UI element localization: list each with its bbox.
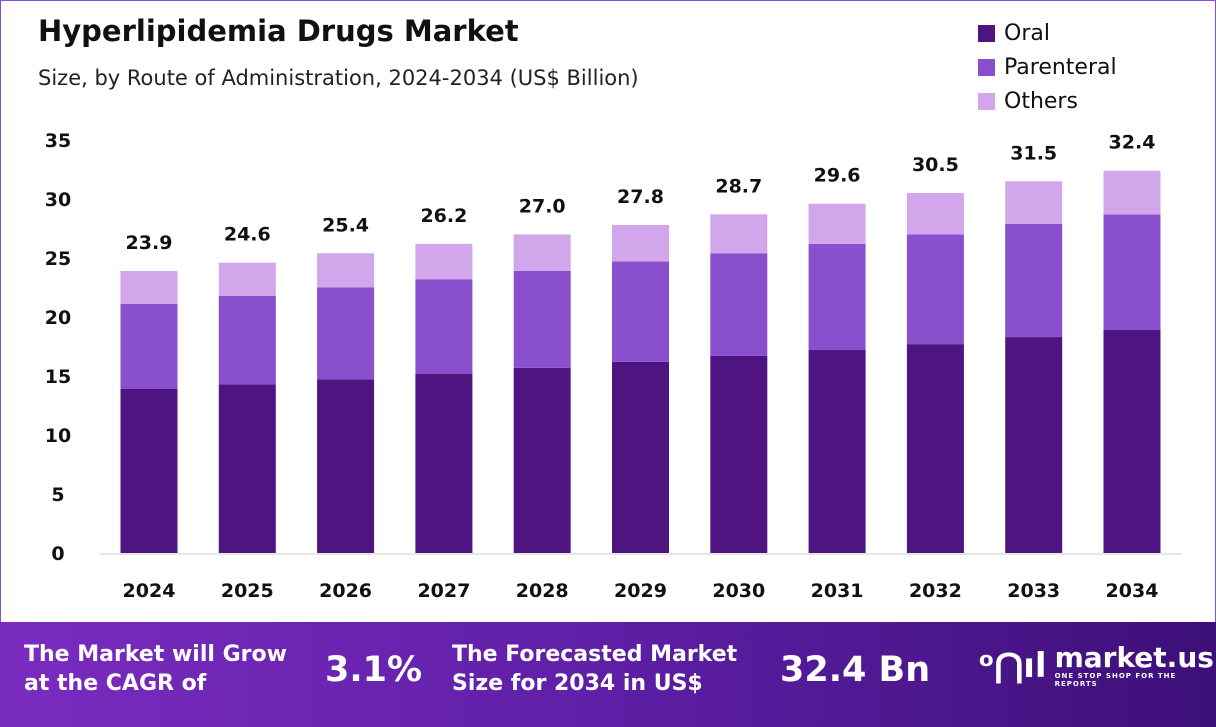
bar-segment-oral [415,373,473,553]
bar-segment-others [120,270,178,305]
legend-item-oral: Oral [978,16,1117,50]
data-label: 32.4 [1109,132,1156,154]
x-tick-label: 2034 [1106,580,1159,602]
x-tick-label: 2025 [221,580,274,602]
bar-segment-parenteral [218,295,276,385]
y-tick-label: 0 [51,543,64,565]
legend-label: Others [1004,88,1078,114]
bar-segment-others [612,224,669,262]
chart-plot: 0510152025303523.9202424.6202525.4202626… [45,130,1182,602]
cagr-label-line: The Market will Grow [24,642,287,667]
bar-segment-oral [120,388,178,553]
y-tick-label: 5 [51,484,64,506]
y-tick-label: 15 [45,366,71,388]
x-tick-label: 2033 [1007,580,1060,602]
chart-title: Hyperlipidemia Drugs Market [38,14,519,48]
bar-segment-parenteral [317,287,375,380]
y-tick-label: 25 [45,248,71,270]
y-tick-label: 10 [45,425,71,447]
data-label: 27.0 [519,195,566,217]
cagr-label: The Market will Grow at the CAGR of [24,640,287,698]
bar-segment-oral [808,350,866,553]
legend-label: Parenteral [1004,54,1117,80]
bar-segment-parenteral [415,279,473,374]
footer-banner: The Market will Grow at the CAGR of 3.1%… [0,622,1216,727]
forecast-label-line: The Forecasted Market [452,642,738,667]
bar-segment-oral [513,367,571,553]
bar-segment-oral [218,384,276,553]
legend-item-others: Others [978,84,1117,118]
bar-segment-others [710,214,768,254]
bar-segment-oral [1005,337,1063,553]
data-label: 27.8 [617,186,664,208]
bar-segment-oral [710,355,768,553]
bar-segment-parenteral [1005,223,1063,338]
bar-segment-parenteral [1103,214,1161,330]
data-label: 25.4 [322,214,369,236]
x-tick-label: 2032 [909,580,962,602]
data-label: 31.5 [1010,142,1057,164]
bar-segment-parenteral [612,261,669,362]
y-tick-label: 35 [45,130,71,152]
bar-segment-others [317,253,375,288]
bar-segment-others [906,193,964,235]
brand-tagline: ONE STOP SHOP FOR THE REPORTS [1054,672,1177,688]
bar-segment-oral [906,344,964,553]
x-tick-label: 2029 [614,580,667,602]
data-label: 24.6 [224,224,271,246]
bar-segment-others [415,243,473,280]
x-tick-label: 2026 [319,580,372,602]
bar-segment-others [1103,170,1161,215]
x-tick-label: 2024 [123,580,176,602]
legend-swatch [978,24,995,42]
forecast-label: The Forecasted Market Size for 2034 in U… [452,640,737,698]
cagr-value: 3.1% [325,650,423,690]
bar-segment-parenteral [710,253,768,356]
x-tick-label: 2027 [417,580,470,602]
bar-segment-parenteral [120,304,178,389]
bar-segment-others [1005,181,1063,224]
bar-segment-others [218,262,276,296]
bar-segment-parenteral [808,243,866,351]
data-label: 29.6 [814,165,861,187]
legend-label: Oral [1004,20,1050,46]
cagr-label-line: at the CAGR of [24,671,207,696]
bar-segment-oral [317,379,375,553]
bar-segment-oral [612,361,669,553]
x-tick-label: 2030 [712,580,765,602]
brand-name: market.us [1054,641,1214,674]
x-tick-label: 2031 [811,580,864,602]
bar-segment-oral [1103,329,1161,553]
legend: Oral Parenteral Others [978,16,1117,118]
y-tick-label: 20 [45,307,71,329]
data-label: 26.2 [420,205,467,227]
legend-swatch [978,58,995,76]
legend-swatch [978,92,995,110]
data-label: 30.5 [912,154,959,176]
forecast-label-line: Size for 2034 in US$ [452,671,703,696]
brand-logo: ᵒ⋂ıl market.us ONE STOP SHOP FOR THE REP… [978,641,1216,689]
bar-segment-parenteral [513,270,571,368]
legend-item-parenteral: Parenteral [978,50,1117,84]
data-label: 23.9 [126,232,173,254]
bar-segment-others [513,234,571,271]
chart-subtitle: Size, by Route of Administration, 2024-2… [38,66,639,90]
market-us-logo-icon: ᵒ⋂ıl [978,646,1047,686]
bar-segment-others [808,203,866,244]
y-tick-label: 30 [45,189,71,211]
bar-segment-parenteral [906,234,964,345]
data-label: 28.7 [715,175,762,197]
x-tick-label: 2028 [516,580,569,602]
forecast-value: 32.4 Bn [780,650,931,690]
